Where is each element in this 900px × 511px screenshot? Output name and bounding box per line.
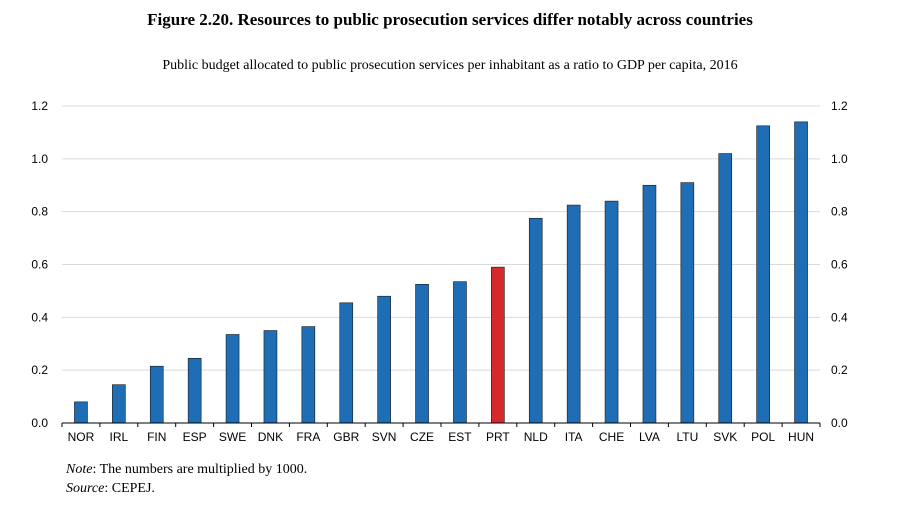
x-tick-label: DNK: [258, 430, 283, 444]
chart-title: Figure 2.20. Resources to public prosecu…: [147, 10, 753, 29]
y-tick-label-left: 0.4: [31, 310, 48, 324]
x-tick-label: SVN: [372, 430, 397, 444]
x-tick-label: PRT: [486, 430, 510, 444]
y-tick-label-right: 0.0: [831, 416, 848, 430]
note-label: Note: [66, 462, 93, 477]
y-tick-label-left: 0.2: [31, 363, 48, 377]
y-tick-label-right: 1.2: [831, 99, 848, 113]
source-label: Source: [66, 481, 105, 496]
note-line: Note: The numbers are multiplied by 1000…: [66, 460, 307, 479]
note-text: : The numbers are multiplied by 1000.: [92, 462, 308, 477]
bar-svk: [718, 153, 733, 424]
bar-swe: [225, 334, 240, 424]
x-tick-label: NLD: [524, 430, 548, 444]
bar-nor: [74, 401, 88, 424]
x-tick-label: HUN: [788, 430, 814, 444]
x-tick-label: LTU: [676, 430, 698, 444]
x-tick-label: SWE: [219, 430, 246, 444]
bar-gbr: [339, 302, 354, 424]
chart-notes: Note: The numbers are multiplied by 1000…: [66, 460, 307, 498]
x-tick-label: ESP: [183, 430, 207, 444]
bar-pol: [756, 125, 770, 424]
bar-prt: [491, 266, 505, 424]
chart-subtitle: Public budget allocated to public prosec…: [162, 58, 738, 73]
x-tick-label: POL: [751, 430, 775, 444]
source-text: : CEPEJ.: [104, 481, 155, 496]
y-tick-label-right: 0.4: [831, 310, 848, 324]
x-tick-label: FIN: [147, 430, 166, 444]
bar-nld: [528, 217, 543, 424]
x-tick-label: LVA: [639, 430, 660, 444]
bar-esp: [187, 357, 202, 424]
x-tick-label: IRL: [110, 430, 129, 444]
y-tick-label-left: 0.0: [31, 416, 48, 430]
y-tick-label-right: 0.8: [831, 205, 848, 219]
x-tick-label: EST: [448, 430, 472, 444]
bar-che: [604, 200, 619, 424]
bar-dnk: [263, 330, 278, 424]
bar-fra: [301, 326, 316, 424]
x-tick-label: NOR: [68, 430, 95, 444]
bar-cze: [415, 284, 429, 424]
y-tick-label-left: 1.2: [31, 99, 48, 113]
bar-irl: [112, 384, 126, 424]
bar-ita: [566, 204, 581, 424]
y-tick-label-left: 0.6: [31, 258, 48, 272]
x-tick-label: FRA: [296, 430, 320, 444]
x-tick-label: SVK: [713, 430, 737, 444]
bar-chart: 0.0 0.0 0.2 0.2 0.4 0.4 0.6 0.6 0.8 0.8 1.0 1.0 1.2 1…: [31, 99, 848, 444]
bar-ltu: [680, 182, 695, 424]
bar-hun: [794, 121, 808, 424]
x-tick-label: CZE: [410, 430, 434, 444]
y-tick-label-left: 0.8: [31, 205, 48, 219]
source-line: Source: CEPEJ.: [66, 479, 307, 498]
x-tick-label: CHE: [599, 430, 624, 444]
y-tick-label-right: 0.2: [831, 363, 848, 377]
x-tick-label: ITA: [565, 430, 583, 444]
bar-lva: [642, 184, 657, 424]
bar-svn: [377, 295, 391, 424]
y-tick-label-left: 1.0: [31, 152, 48, 166]
y-tick-label-right: 0.6: [831, 258, 848, 272]
bar-fin: [149, 365, 164, 424]
x-tick-label: GBR: [333, 430, 359, 444]
y-tick-label-right: 1.0: [831, 152, 848, 166]
bar-est: [453, 281, 467, 424]
